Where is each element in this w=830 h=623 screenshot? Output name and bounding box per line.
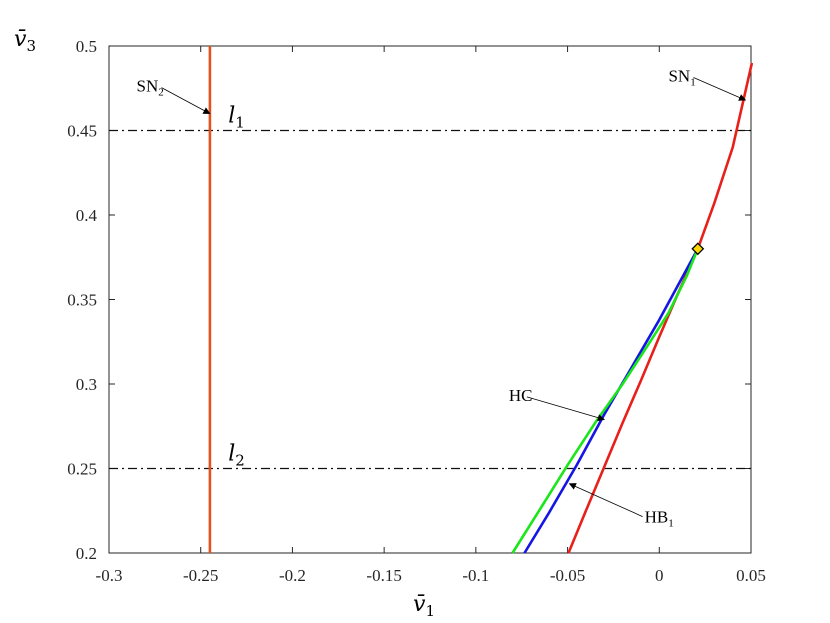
- x-tick-label: -0.2: [279, 566, 306, 585]
- annotation-hc-annot: HC: [509, 386, 533, 405]
- x-tick-label: -0.15: [366, 566, 401, 585]
- annotation-arrow-sn1-annot: [693, 77, 747, 101]
- hline-label-l1: l1: [228, 104, 245, 132]
- x-tick-label: -0.05: [550, 566, 585, 585]
- y-axis-title: v̄3: [14, 27, 36, 55]
- y-tick-label: 0.25: [67, 460, 97, 479]
- series-sn1: [567, 62, 754, 554]
- plot-area: -0.3 -0.25 -0.2 -0.15 -0.1 -0.05 0 0.05 0.2 0.25 0…: [14, 27, 766, 620]
- annotation-arrow-hb1-annot: [568, 483, 643, 517]
- hline-label-l2: l2: [228, 442, 245, 470]
- annotation-arrow-hc-annot: [526, 396, 605, 422]
- axes-box: [108, 45, 752, 554]
- annotation-sn2-annot: SN2: [137, 77, 164, 99]
- x-tick-label: -0.3: [96, 566, 123, 585]
- x-tick-label: 0.05: [736, 566, 766, 585]
- x-tick-label: 0: [655, 566, 664, 585]
- y-tick-label: 0.5: [76, 37, 97, 56]
- x-axis-title: v̄1: [413, 592, 435, 620]
- y-tick-label: 0.2: [76, 544, 97, 563]
- y-tick-label: 0.4: [76, 206, 98, 225]
- series-hc: [511, 248, 700, 554]
- y-tick-label: 0.3: [76, 375, 97, 394]
- annotation-arrow-sn2-annot: [161, 87, 211, 114]
- y-tick-label: 0.45: [67, 122, 97, 141]
- y-tick-label: 0.35: [67, 291, 97, 310]
- codim2-point-marker: [691, 242, 705, 256]
- annotation-hb1-annot: HB1: [645, 508, 674, 530]
- x-tick-label: -0.1: [462, 566, 489, 585]
- x-tick-label: -0.25: [183, 566, 218, 585]
- annotation-sn1-annot: SN1: [668, 66, 695, 88]
